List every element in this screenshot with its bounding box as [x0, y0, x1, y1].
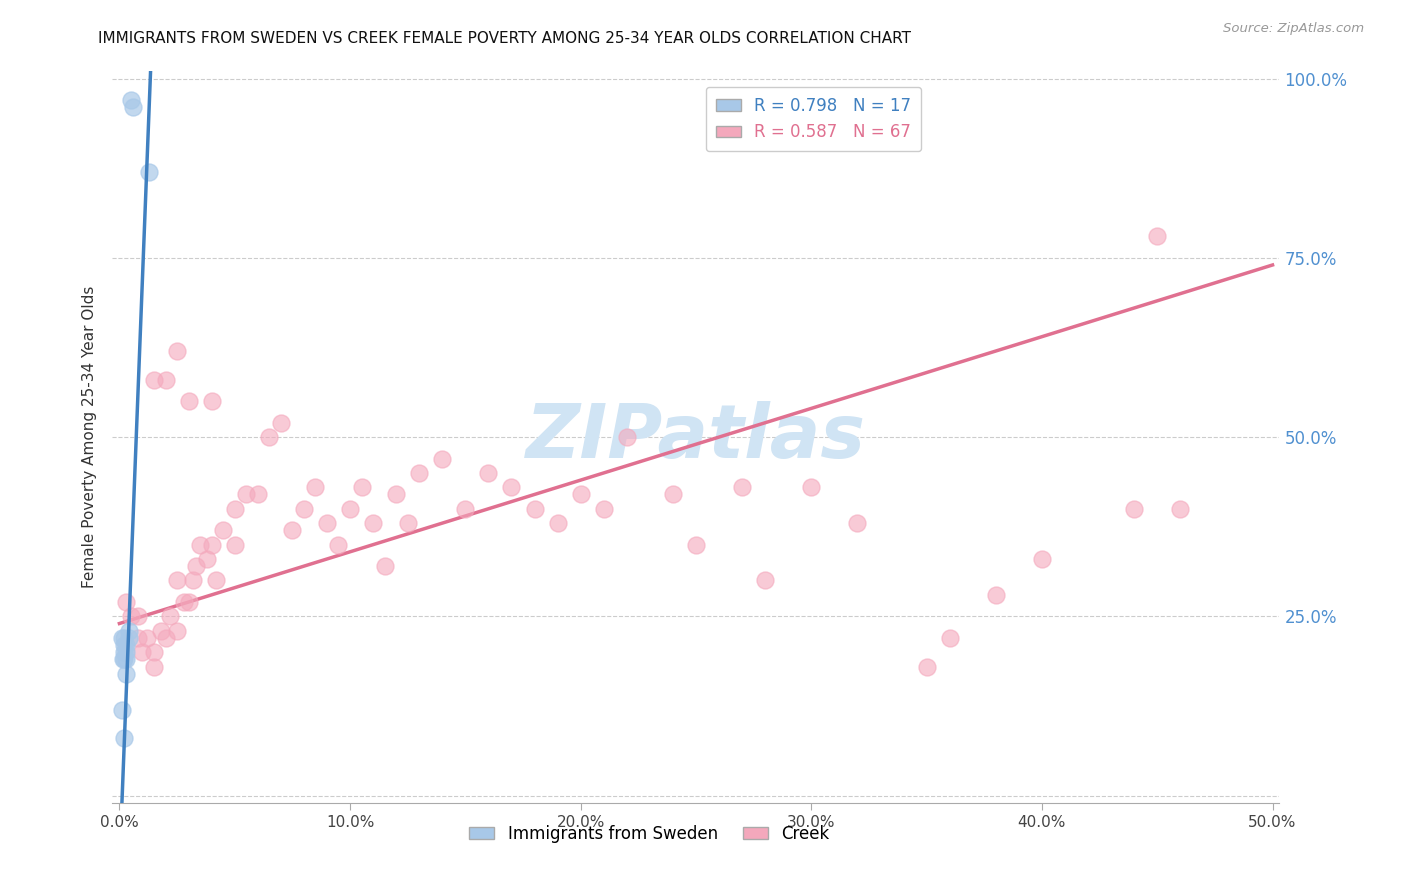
Point — [339, 501, 361, 516]
Point — [136, 631, 159, 645]
Point — [115, 666, 138, 681]
Point — [477, 466, 499, 480]
Point — [281, 524, 304, 538]
Point — [1168, 501, 1191, 516]
Point — [224, 538, 246, 552]
Point — [173, 595, 195, 609]
Point — [120, 609, 142, 624]
Point — [127, 609, 149, 624]
Point — [385, 487, 408, 501]
Point — [143, 659, 166, 673]
Point — [149, 624, 172, 638]
Text: IMMIGRANTS FROM SWEDEN VS CREEK FEMALE POVERTY AMONG 25-34 YEAR OLDS CORRELATION: IMMIGRANTS FROM SWEDEN VS CREEK FEMALE P… — [98, 31, 911, 46]
Point — [111, 702, 134, 716]
Point — [408, 466, 430, 480]
Point — [166, 344, 188, 359]
Point — [754, 574, 776, 588]
Point — [316, 516, 339, 530]
Point — [224, 501, 246, 516]
Point — [846, 516, 869, 530]
Point — [501, 480, 523, 494]
Point — [547, 516, 569, 530]
Point — [115, 595, 138, 609]
Point — [915, 659, 938, 673]
Point — [188, 538, 211, 552]
Point — [523, 501, 546, 516]
Point — [396, 516, 419, 530]
Point — [111, 652, 134, 666]
Point — [112, 638, 135, 652]
Point — [800, 480, 823, 494]
Point — [361, 516, 384, 530]
Point — [184, 559, 207, 574]
Point — [155, 373, 177, 387]
Point — [122, 100, 145, 114]
Point — [270, 416, 292, 430]
Point — [350, 480, 373, 494]
Legend: Immigrants from Sweden, Creek: Immigrants from Sweden, Creek — [463, 818, 837, 849]
Point — [235, 487, 257, 501]
Point — [246, 487, 269, 501]
Point — [1031, 552, 1053, 566]
Point — [201, 538, 224, 552]
Point — [685, 538, 707, 552]
Point — [662, 487, 685, 501]
Point — [328, 538, 350, 552]
Point — [259, 430, 281, 444]
Point — [374, 559, 396, 574]
Point — [181, 574, 204, 588]
Point — [201, 394, 224, 409]
Point — [166, 574, 188, 588]
Point — [115, 652, 138, 666]
Point — [120, 93, 142, 107]
Point — [731, 480, 754, 494]
Point — [112, 631, 135, 645]
Point — [112, 645, 135, 659]
Point — [177, 595, 200, 609]
Point — [159, 609, 181, 624]
Text: ZIPatlas: ZIPatlas — [526, 401, 866, 474]
Point — [454, 501, 477, 516]
Point — [212, 524, 235, 538]
Point — [111, 631, 134, 645]
Point — [432, 451, 454, 466]
Point — [155, 631, 177, 645]
Point — [117, 624, 139, 638]
Point — [292, 501, 315, 516]
Point — [112, 731, 135, 746]
Y-axis label: Female Poverty Among 25-34 Year Olds: Female Poverty Among 25-34 Year Olds — [82, 286, 97, 588]
Text: Source: ZipAtlas.com: Source: ZipAtlas.com — [1223, 22, 1364, 36]
Point — [143, 373, 166, 387]
Point — [112, 652, 135, 666]
Point — [1123, 501, 1146, 516]
Point — [138, 165, 160, 179]
Point — [569, 487, 592, 501]
Point — [127, 631, 149, 645]
Point — [117, 631, 139, 645]
Point — [115, 638, 138, 652]
Point — [143, 645, 166, 659]
Point — [616, 430, 638, 444]
Point — [177, 394, 200, 409]
Point — [115, 645, 138, 659]
Point — [592, 501, 614, 516]
Point — [131, 645, 153, 659]
Point — [195, 552, 218, 566]
Point — [304, 480, 326, 494]
Point — [1146, 229, 1168, 244]
Point — [984, 588, 1007, 602]
Point — [938, 631, 960, 645]
Point — [205, 574, 228, 588]
Point — [166, 624, 188, 638]
